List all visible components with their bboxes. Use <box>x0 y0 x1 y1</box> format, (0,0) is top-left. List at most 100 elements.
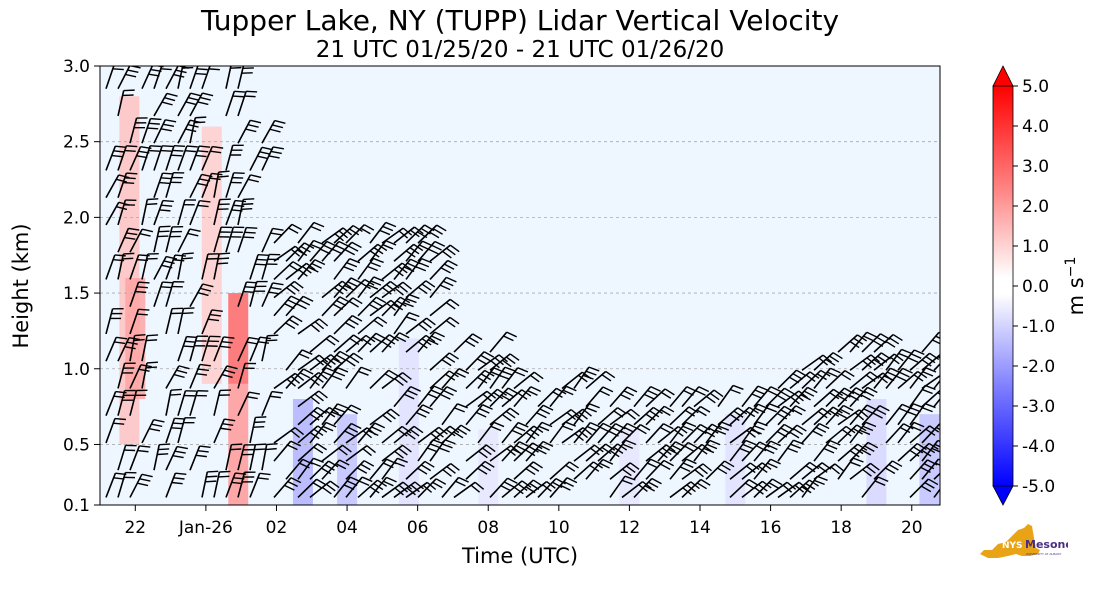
wind-barb-feather <box>562 389 574 396</box>
wind-barb-feather <box>852 457 864 463</box>
wind-barb-feather <box>866 404 878 411</box>
wind-barb-feather <box>446 247 456 256</box>
wind-barb-feather <box>685 421 697 428</box>
wind-barb-feather <box>382 414 392 423</box>
wind-barb-feather <box>358 480 370 487</box>
wind-barb-feather <box>293 280 304 289</box>
wind-barb-feather <box>186 335 198 339</box>
wind-barb-feather <box>687 441 699 449</box>
wind-barb-feather <box>314 375 324 383</box>
wind-barb-feather <box>195 72 207 76</box>
wind-barb-feather <box>261 146 273 151</box>
colorbar-tick-label: -2.0 <box>1022 357 1055 377</box>
wind-barb-feather <box>503 335 514 342</box>
wind-barb-feather <box>947 390 957 394</box>
wind-barb-feather <box>195 116 207 119</box>
wind-barb-feather <box>226 365 238 370</box>
wind-barb-feather <box>853 446 864 455</box>
wind-barb-feather <box>609 449 620 458</box>
wind-barb-feather <box>756 421 768 427</box>
wind-barb-feather <box>841 429 852 437</box>
wind-barb-feather <box>816 373 827 381</box>
wind-barb-feather <box>483 351 495 358</box>
wind-barb-feather <box>385 221 397 228</box>
wind-barb-feather <box>867 441 879 449</box>
wind-barb-feather <box>917 370 928 379</box>
wind-barb-feather <box>212 145 224 149</box>
wind-barb-feather <box>770 386 782 393</box>
wind-barb-feather <box>515 444 527 452</box>
wind-barb-feather <box>372 300 383 307</box>
wind-barb-feather <box>114 64 125 65</box>
wind-barb-feather <box>605 370 616 379</box>
wind-barb-feather <box>405 316 417 322</box>
wind-barb-feather <box>335 463 347 470</box>
wind-barb-feather <box>316 478 327 486</box>
wind-barb-feather <box>382 225 394 232</box>
wind-barb-feather <box>718 425 730 431</box>
wind-barb-feather <box>921 449 932 457</box>
wind-barb-feather <box>949 355 959 360</box>
wind-barb-feather <box>344 284 355 291</box>
wind-barb-feather <box>369 486 380 494</box>
wind-barb-feather <box>124 236 136 240</box>
wind-barb-feather <box>353 352 364 361</box>
wind-barb-feather <box>159 443 171 446</box>
wind-barb-feather <box>889 337 900 345</box>
wind-barb-feather <box>932 339 940 345</box>
wind-barb-feather <box>432 481 443 489</box>
y-tick-label: 0.1 <box>63 496 90 516</box>
wind-barb-feather <box>197 101 209 106</box>
wind-barb-feather <box>405 432 416 440</box>
wind-barb-feather <box>114 341 126 345</box>
wind-barb-feather <box>370 280 382 286</box>
wind-barb-feather <box>907 411 918 417</box>
wind-barb-feather <box>331 375 343 381</box>
wind-barb-feather <box>351 422 362 430</box>
wind-barb-feather <box>174 254 187 257</box>
wind-barb-feather <box>407 389 418 396</box>
wind-barb-feather <box>927 459 938 466</box>
wind-barb-feather <box>150 145 162 148</box>
wind-barb-feather <box>455 371 466 378</box>
colorbar-tick-label: 5.0 <box>1022 77 1049 97</box>
wind-barb-feather <box>517 367 529 373</box>
wind-barb-feather <box>200 287 212 292</box>
wind-barb-feather <box>899 426 911 434</box>
wind-barb-feather <box>431 244 442 251</box>
wind-barb-feather <box>684 445 695 453</box>
wind-barb-feather <box>287 480 298 487</box>
wind-barb-feather <box>338 240 350 247</box>
wind-barb-feather <box>329 480 340 489</box>
wind-barb-feather <box>183 63 194 64</box>
wind-barb-feather <box>578 430 588 439</box>
wind-barb-feather <box>269 395 281 399</box>
wind-barb-feather <box>626 411 636 420</box>
wind-barb-feather <box>890 356 900 365</box>
wind-barb-feather <box>182 312 194 315</box>
wind-barb-feather <box>175 472 187 476</box>
wind-barb-feather <box>162 145 174 148</box>
wind-barb-feather <box>176 445 188 450</box>
wind-barb-feather <box>560 484 571 491</box>
wind-barb-feather <box>879 405 890 412</box>
wind-barb-feather <box>541 421 553 428</box>
wind-barb-feather <box>126 172 138 175</box>
wind-barb-feather <box>623 426 635 433</box>
wind-barb-feather <box>937 356 940 359</box>
colorbar-label: m s−1 <box>1063 257 1088 316</box>
wind-barb-feather <box>443 389 454 396</box>
wind-barb-feather <box>602 458 614 465</box>
wind-barb-feather <box>219 345 231 349</box>
wind-barb-feather <box>709 392 720 401</box>
wind-barb-feather <box>660 463 671 471</box>
wind-barb-feather <box>830 466 840 475</box>
wind-barb-feather <box>717 467 728 475</box>
wind-barb-feather <box>792 373 803 380</box>
wind-barb-feather <box>170 388 182 391</box>
wind-barb-feather <box>267 334 279 337</box>
wind-barb-feather <box>507 477 518 484</box>
wind-barb-feather <box>517 483 528 492</box>
wind-barb-feather <box>209 177 221 181</box>
wind-barb-feather <box>366 445 376 454</box>
